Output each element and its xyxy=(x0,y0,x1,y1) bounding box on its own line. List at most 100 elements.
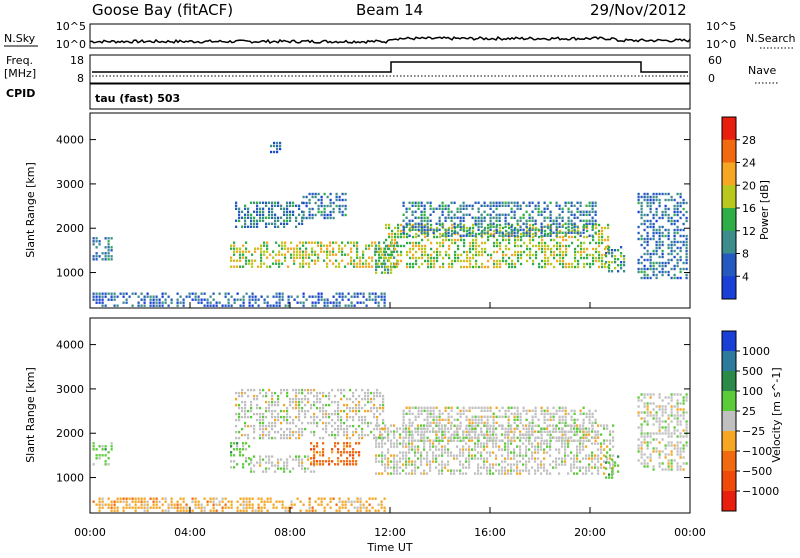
heatmap-cell xyxy=(685,441,688,444)
heatmap-cell xyxy=(447,469,450,472)
heatmap-cell xyxy=(676,465,679,468)
heatmap-cell xyxy=(338,207,341,211)
heatmap-cell xyxy=(185,506,188,509)
heatmap-cell xyxy=(465,466,468,469)
heatmap-cell xyxy=(579,213,582,216)
heatmap-cell xyxy=(268,430,271,434)
heatmap-cell xyxy=(579,430,582,433)
heatmap-cell xyxy=(295,406,298,410)
heatmap-cell xyxy=(489,228,492,231)
heatmap-cell xyxy=(475,253,478,257)
heatmap-cell xyxy=(277,403,280,407)
heatmap-cell xyxy=(547,256,550,260)
heatmap-cell xyxy=(658,201,661,205)
heatmap-cell xyxy=(250,219,253,222)
heatmap-cell xyxy=(311,247,314,250)
heatmap-cell xyxy=(271,424,274,428)
heatmap-cell xyxy=(299,241,302,244)
heatmap-cell xyxy=(396,469,399,472)
heatmap-cell xyxy=(661,243,664,247)
heatmap-cell xyxy=(493,244,496,248)
heatmap-cell xyxy=(555,409,558,412)
heatmap-cell xyxy=(125,497,128,500)
heatmap-cell xyxy=(483,457,486,460)
heatmap-cell xyxy=(670,435,673,438)
heatmap-cell xyxy=(323,259,326,262)
heatmap-cell xyxy=(110,292,113,295)
heatmap-cell xyxy=(343,388,346,392)
heatmap-cell xyxy=(224,292,227,295)
heatmap-cell xyxy=(544,253,547,257)
heatmap-cell xyxy=(423,204,426,207)
heatmap-cell xyxy=(426,216,429,219)
x-tick-label: 16:00 xyxy=(474,526,506,539)
heatmap-cell xyxy=(253,222,256,225)
heatmap-cell xyxy=(658,462,661,465)
heatmap-cell xyxy=(559,235,562,239)
heatmap-cell xyxy=(504,225,507,228)
heatmap-cell xyxy=(454,241,457,245)
heatmap-cell xyxy=(649,198,652,202)
heatmap-cell xyxy=(658,432,661,435)
heatmap-cell xyxy=(257,265,260,268)
heatmap-cell xyxy=(555,460,558,463)
heatmap-cell xyxy=(423,457,426,460)
heatmap-cell xyxy=(513,213,516,216)
heatmap-cell xyxy=(355,388,358,392)
heatmap-cell xyxy=(664,432,667,435)
heatmap-cell xyxy=(655,438,658,441)
heatmap-cell xyxy=(271,204,274,207)
heatmap-cell xyxy=(510,442,513,445)
heatmap-cell xyxy=(676,417,679,420)
heatmap-cell xyxy=(573,204,576,207)
heatmap-cell xyxy=(655,417,658,420)
heatmap-cell xyxy=(402,463,405,466)
heatmap-cell xyxy=(286,210,289,213)
heatmap-cell xyxy=(661,432,664,435)
heatmap-cell xyxy=(304,427,307,431)
heatmap-cell xyxy=(296,256,299,259)
heatmap-cell xyxy=(531,442,534,445)
heatmap-cell xyxy=(296,250,299,253)
heatmap-cell xyxy=(447,439,450,442)
heatmap-cell xyxy=(92,448,95,451)
heatmap-cell xyxy=(260,250,263,253)
heatmap-cell xyxy=(481,241,484,245)
heatmap-cell xyxy=(685,399,688,402)
heatmap-cell xyxy=(418,241,421,245)
heatmap-cell xyxy=(259,436,262,440)
heatmap-cell xyxy=(543,415,546,418)
heatmap-cell xyxy=(670,441,673,444)
heatmap-cell xyxy=(571,241,574,245)
heatmap-cell xyxy=(487,265,490,269)
heatmap-cell xyxy=(311,259,314,262)
heatmap-cell xyxy=(550,223,553,227)
heatmap-cell xyxy=(347,500,350,503)
heatmap-cell xyxy=(349,409,352,413)
heatmap-cell xyxy=(316,460,319,463)
heatmap-cell xyxy=(513,412,516,415)
heatmap-cell xyxy=(356,292,359,295)
heatmap-cell xyxy=(427,265,430,269)
heatmap-cell xyxy=(537,436,540,439)
heatmap-cell xyxy=(323,301,326,304)
heatmap-cell xyxy=(583,262,586,266)
heatmap-cell xyxy=(430,226,433,230)
heatmap-cell xyxy=(239,503,242,506)
heatmap-cell xyxy=(278,253,281,256)
heatmap-cell xyxy=(304,397,307,401)
heatmap-cell xyxy=(658,456,661,459)
heatmap-cell xyxy=(513,210,516,213)
heatmap-cell xyxy=(362,250,365,253)
heatmap-cell xyxy=(143,497,146,500)
heatmap-cell xyxy=(498,201,501,204)
heatmap-cell xyxy=(343,448,346,451)
heatmap-cell xyxy=(507,457,510,460)
heatmap-cell xyxy=(247,210,250,213)
heatmap-cell xyxy=(379,391,382,395)
heatmap-cell xyxy=(393,436,396,439)
heatmap-cell xyxy=(640,429,643,432)
heatmap-cell xyxy=(652,468,655,471)
heatmap-cell xyxy=(483,201,486,204)
heatmap-cell xyxy=(393,454,396,457)
